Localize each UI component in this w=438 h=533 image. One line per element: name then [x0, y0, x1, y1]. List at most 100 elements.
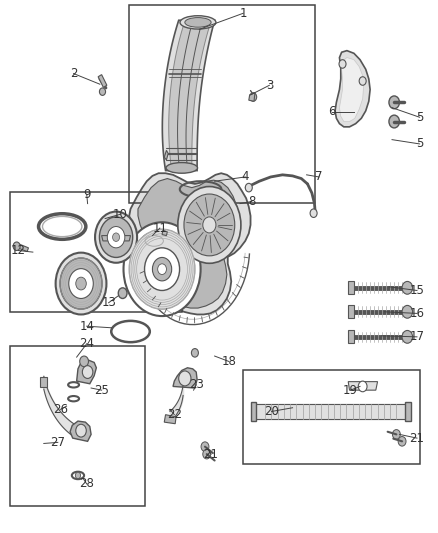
- Circle shape: [389, 96, 399, 109]
- Circle shape: [60, 258, 102, 309]
- Text: 26: 26: [53, 403, 68, 416]
- Text: 11: 11: [152, 222, 167, 235]
- Polygon shape: [173, 368, 197, 388]
- Circle shape: [201, 442, 209, 451]
- Polygon shape: [164, 150, 168, 160]
- Polygon shape: [70, 421, 91, 441]
- Text: 21: 21: [204, 448, 219, 461]
- Circle shape: [179, 371, 191, 386]
- Circle shape: [339, 60, 346, 68]
- Polygon shape: [129, 173, 251, 314]
- Text: 17: 17: [410, 330, 424, 343]
- Text: 18: 18: [221, 355, 236, 368]
- Polygon shape: [348, 330, 354, 343]
- Text: 19: 19: [343, 384, 358, 397]
- Polygon shape: [348, 281, 354, 294]
- Circle shape: [56, 253, 106, 314]
- Circle shape: [178, 187, 241, 263]
- Circle shape: [13, 242, 20, 251]
- Circle shape: [99, 217, 133, 257]
- Text: 5: 5: [416, 138, 423, 150]
- Polygon shape: [162, 230, 167, 236]
- Circle shape: [113, 233, 120, 241]
- Text: 13: 13: [101, 296, 116, 309]
- Circle shape: [359, 77, 366, 85]
- Circle shape: [203, 217, 216, 233]
- Text: 16: 16: [410, 307, 424, 320]
- Ellipse shape: [180, 16, 216, 29]
- Text: 8: 8: [248, 195, 255, 208]
- Text: 23: 23: [189, 378, 204, 391]
- Circle shape: [203, 449, 211, 459]
- Text: 12: 12: [11, 244, 26, 257]
- Ellipse shape: [166, 163, 198, 173]
- Circle shape: [76, 424, 86, 437]
- Text: 9: 9: [83, 188, 91, 201]
- Ellipse shape: [185, 18, 211, 27]
- Circle shape: [145, 248, 180, 290]
- Circle shape: [95, 212, 137, 263]
- Circle shape: [129, 229, 195, 309]
- Circle shape: [250, 93, 257, 101]
- Circle shape: [389, 115, 399, 128]
- Polygon shape: [138, 179, 239, 308]
- Polygon shape: [335, 51, 370, 127]
- Text: 4: 4: [241, 171, 249, 183]
- Bar: [129, 5, 315, 203]
- Circle shape: [392, 430, 400, 439]
- Circle shape: [398, 437, 406, 446]
- Bar: [243, 370, 420, 464]
- Polygon shape: [348, 305, 354, 318]
- Circle shape: [75, 472, 81, 479]
- Text: 28: 28: [79, 478, 94, 490]
- Circle shape: [402, 305, 413, 318]
- Text: 27: 27: [50, 436, 65, 449]
- Text: 3: 3: [266, 79, 273, 92]
- Circle shape: [245, 183, 252, 192]
- Circle shape: [158, 264, 166, 274]
- Circle shape: [76, 277, 86, 290]
- Text: 10: 10: [113, 208, 128, 221]
- Circle shape: [358, 381, 367, 392]
- Circle shape: [124, 222, 201, 316]
- Bar: [10, 346, 145, 506]
- Text: 2: 2: [70, 67, 78, 80]
- Polygon shape: [102, 236, 131, 241]
- Circle shape: [184, 194, 235, 256]
- Circle shape: [152, 257, 172, 281]
- Text: 20: 20: [264, 405, 279, 418]
- Polygon shape: [18, 244, 28, 252]
- Polygon shape: [348, 382, 378, 390]
- Circle shape: [99, 88, 106, 95]
- Circle shape: [107, 227, 125, 248]
- Polygon shape: [405, 402, 411, 421]
- Polygon shape: [162, 20, 215, 171]
- Polygon shape: [249, 93, 255, 101]
- Polygon shape: [98, 75, 107, 87]
- Circle shape: [191, 349, 198, 357]
- Text: 21: 21: [410, 432, 424, 445]
- Polygon shape: [77, 360, 96, 384]
- Circle shape: [82, 366, 93, 378]
- Text: 6: 6: [328, 106, 336, 118]
- Circle shape: [402, 330, 413, 343]
- Circle shape: [118, 288, 127, 298]
- Text: 7: 7: [315, 171, 323, 183]
- Circle shape: [310, 209, 317, 217]
- Circle shape: [69, 269, 93, 298]
- Text: 25: 25: [94, 384, 109, 397]
- Bar: [10, 192, 182, 312]
- Polygon shape: [169, 27, 209, 171]
- Text: 22: 22: [167, 408, 182, 421]
- Text: 15: 15: [410, 284, 424, 297]
- Polygon shape: [251, 402, 256, 421]
- Circle shape: [402, 281, 413, 294]
- Polygon shape: [40, 377, 47, 387]
- Text: 5: 5: [416, 111, 423, 124]
- Text: 24: 24: [79, 337, 94, 350]
- Polygon shape: [164, 415, 176, 424]
- Polygon shape: [339, 58, 364, 122]
- Text: 1: 1: [239, 7, 247, 20]
- Text: 14: 14: [79, 320, 94, 333]
- Circle shape: [80, 356, 88, 367]
